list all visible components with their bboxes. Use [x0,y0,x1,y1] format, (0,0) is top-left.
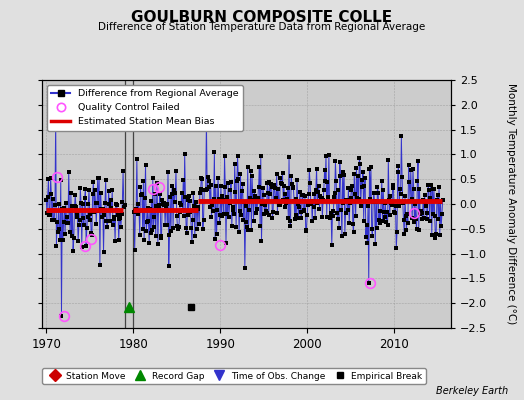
Text: GOULBURN COMPOSITE COLLE: GOULBURN COMPOSITE COLLE [132,10,392,25]
Y-axis label: Monthly Temperature Anomaly Difference (°C): Monthly Temperature Anomaly Difference (… [506,83,516,325]
Legend: Station Move, Record Gap, Time of Obs. Change, Empirical Break: Station Move, Record Gap, Time of Obs. C… [42,368,426,384]
Text: Berkeley Earth: Berkeley Earth [436,386,508,396]
Text: Difference of Station Temperature Data from Regional Average: Difference of Station Temperature Data f… [99,22,425,32]
